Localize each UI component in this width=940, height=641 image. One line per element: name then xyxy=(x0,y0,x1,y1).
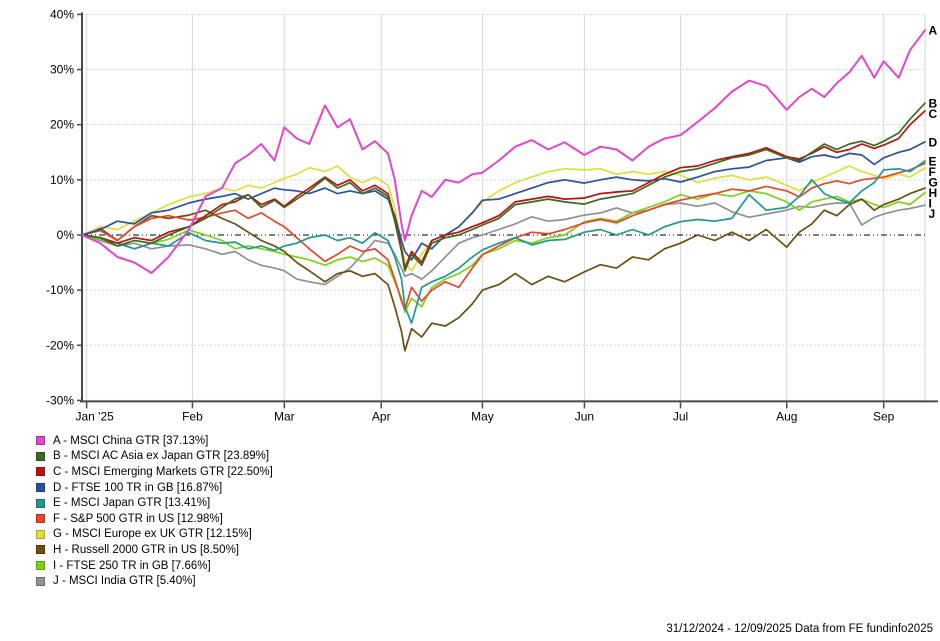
x-axis-tick-label: Jul xyxy=(673,409,688,423)
legend-item-g: G - MSCI Europe ex UK GTR [12.15%] xyxy=(36,527,273,543)
series-end-label-I: I xyxy=(929,197,932,211)
series-end-label-G: G xyxy=(929,176,938,190)
y-axis-tick-label: 40% xyxy=(50,7,74,21)
series-end-label-D: D xyxy=(929,135,938,149)
series-line-I xyxy=(81,190,926,314)
series-line-J xyxy=(81,202,926,286)
y-axis-tick-label: -30% xyxy=(46,393,74,407)
legend-label-c: C - MSCI Emerging Markets GTR [22.50%] xyxy=(53,465,273,478)
series-end-label-J: J xyxy=(929,207,936,221)
legend-swatch-f xyxy=(36,514,45,524)
legend-item-c: C - MSCI Emerging Markets GTR [22.50%] xyxy=(36,464,273,480)
legend-item-i: I - FTSE 250 TR in GB [7.66%] xyxy=(36,558,273,574)
x-axis-tick-label: Aug xyxy=(776,409,797,423)
legend-item-e: E - MSCI Japan GTR [13.41%] xyxy=(36,495,273,511)
legend-swatch-c xyxy=(36,467,45,477)
footer-date-range: 31/12/2024 - 12/09/2025 Data from FE fun… xyxy=(666,623,933,635)
legend-label-d: D - FTSE 100 TR in GB [16.87%] xyxy=(53,481,223,494)
legend-swatch-i xyxy=(36,561,45,571)
legend-label-f: F - S&P 500 GTR in US [12.98%] xyxy=(53,512,223,525)
x-axis-tick-label: Apr xyxy=(372,409,391,423)
series-end-label-B: B xyxy=(929,97,938,111)
legend-swatch-d xyxy=(36,483,45,493)
legend-label-a: A - MSCI China GTR [37.13%] xyxy=(53,434,209,447)
y-axis-tick-label: -20% xyxy=(46,338,74,352)
series-end-label-H: H xyxy=(929,186,938,200)
legend-item-a: A - MSCI China GTR [37.13%] xyxy=(36,433,273,449)
legend-swatch-g xyxy=(36,529,45,539)
legend-label-i: I - FTSE 250 TR in GB [7.66%] xyxy=(53,559,211,572)
legend-item-b: B - MSCI AC Asia ex Japan GTR [23.89%] xyxy=(36,449,273,465)
legend-item-f: F - S&P 500 GTR in US [12.98%] xyxy=(36,511,273,527)
y-axis-tick-label: 10% xyxy=(50,173,74,187)
legend-swatch-e xyxy=(36,498,45,508)
legend-label-h: H - Russell 2000 GTR in US [8.50%] xyxy=(53,543,239,556)
legend-item-h: H - Russell 2000 GTR in US [8.50%] xyxy=(36,542,273,558)
vertical-gridlines xyxy=(86,14,926,401)
legend-label-g: G - MSCI Europe ex UK GTR [12.15%] xyxy=(53,528,252,541)
series-end-label-E: E xyxy=(929,155,937,169)
x-axis-tick-label: Jun xyxy=(575,409,594,423)
series-line-A xyxy=(81,29,926,274)
horizontal-gridlines xyxy=(82,13,925,401)
series-end-label-F: F xyxy=(929,165,936,179)
chart-legend: A - MSCI China GTR [37.13%] B - MSCI AC A… xyxy=(36,433,273,589)
y-axis-tick-label: 20% xyxy=(50,118,74,132)
series-end-label-A: A xyxy=(929,24,938,38)
legend-swatch-h xyxy=(36,545,45,555)
legend-label-e: E - MSCI Japan GTR [13.41%] xyxy=(53,497,211,510)
x-axis-tick-label: Mar xyxy=(274,409,295,423)
series-line-H xyxy=(81,187,926,352)
series-line-D xyxy=(81,141,926,261)
y-axis-tick-label: 0% xyxy=(57,228,75,242)
legend-swatch-a xyxy=(36,436,45,446)
x-axis-tick-label: Jan '25 xyxy=(75,409,114,423)
legend-label-j: J - MSCI India GTR [5.40%] xyxy=(53,575,196,588)
x-axis-tick-label: Feb xyxy=(182,409,203,423)
series-line-B xyxy=(81,102,926,272)
y-axis-tick-label: -10% xyxy=(46,283,74,297)
legend-swatch-b xyxy=(36,451,45,461)
x-axis-tick-label: May xyxy=(471,409,494,423)
legend-item-d: D - FTSE 100 TR in GB [16.87%] xyxy=(36,480,273,496)
x-axis-tick-label: Sep xyxy=(873,409,895,423)
y-axis-tick-label: 30% xyxy=(50,63,74,77)
legend-label-b: B - MSCI AC Asia ex Japan GTR [23.89%] xyxy=(53,450,270,463)
series-line-E xyxy=(81,160,926,325)
series-line-G xyxy=(81,165,926,272)
legend-swatch-j xyxy=(36,576,45,586)
series-end-label-C: C xyxy=(929,107,938,121)
legend-item-j: J - MSCI India GTR [5.40%] xyxy=(36,573,273,589)
